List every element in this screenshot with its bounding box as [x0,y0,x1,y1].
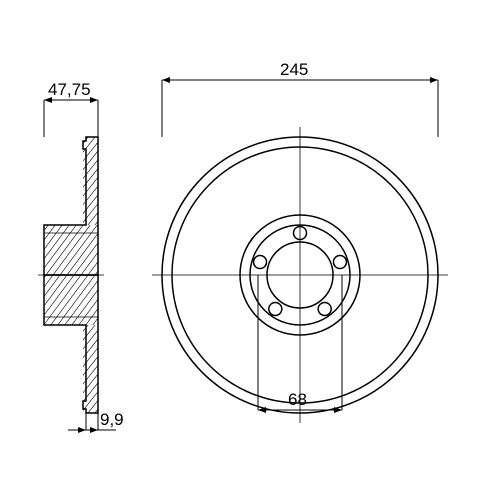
bolt-hole [333,256,346,269]
side-profile-upper [44,137,98,275]
bolt-hole [254,256,267,269]
dim-side-thickness: 9,9 [100,410,124,429]
dim-outer-diameter: 245 [280,60,308,79]
front-view [152,127,448,423]
side-profile-lower [44,275,98,413]
hatching [0,285,337,453]
hatching [0,97,337,265]
dim-bolt-circle: 68 [288,390,307,409]
technical-drawing: 245 68 47,75 9,9 [0,0,500,500]
bolt-hole [269,302,282,315]
dimensions: 245 68 47,75 9,9 [44,60,438,430]
dim-side-width: 47,75 [48,80,91,99]
bolt-hole [318,302,331,315]
